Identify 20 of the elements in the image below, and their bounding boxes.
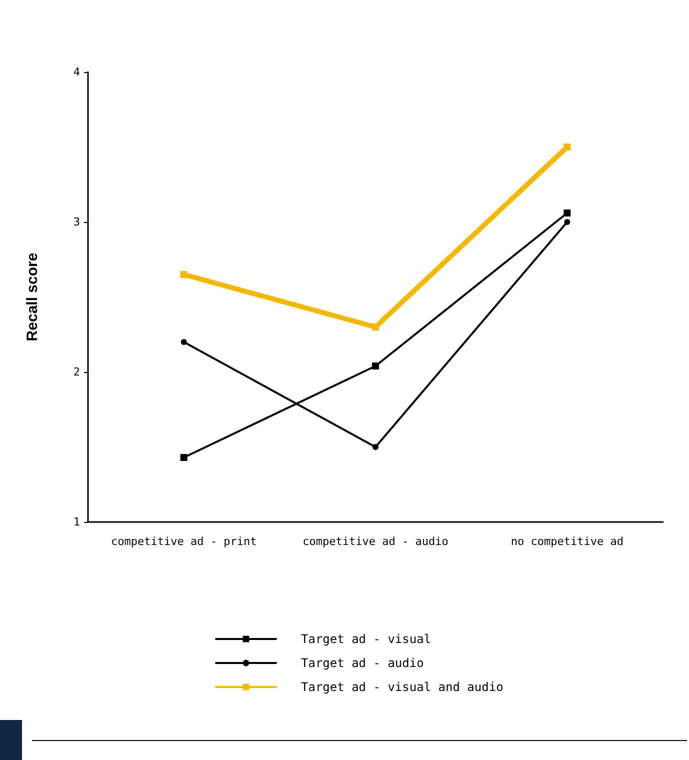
legend-label: Target ad - audio <box>301 656 424 670</box>
point <box>180 271 188 278</box>
point <box>564 219 570 225</box>
point <box>180 339 187 345</box>
point <box>564 144 571 150</box>
y-tick-label: 2 <box>73 366 80 378</box>
y-tick-label: 4 <box>73 66 80 78</box>
legend-label: Target ad - visual <box>301 632 432 646</box>
y-tick-label: 1 <box>73 516 80 528</box>
y-tick-label: 3 <box>73 216 80 228</box>
x-tick-label: no competitive ad <box>510 535 624 548</box>
legend-label: Target ad - visual and audio <box>301 680 504 694</box>
point <box>372 444 378 450</box>
point <box>180 454 188 461</box>
y-axis-title: Recall score <box>24 252 41 342</box>
x-tick-label: competitive ad - audio <box>302 535 448 548</box>
point <box>372 324 379 330</box>
point <box>564 210 571 216</box>
x-tick-label: competitive ad - print <box>110 535 257 548</box>
point <box>372 362 379 370</box>
